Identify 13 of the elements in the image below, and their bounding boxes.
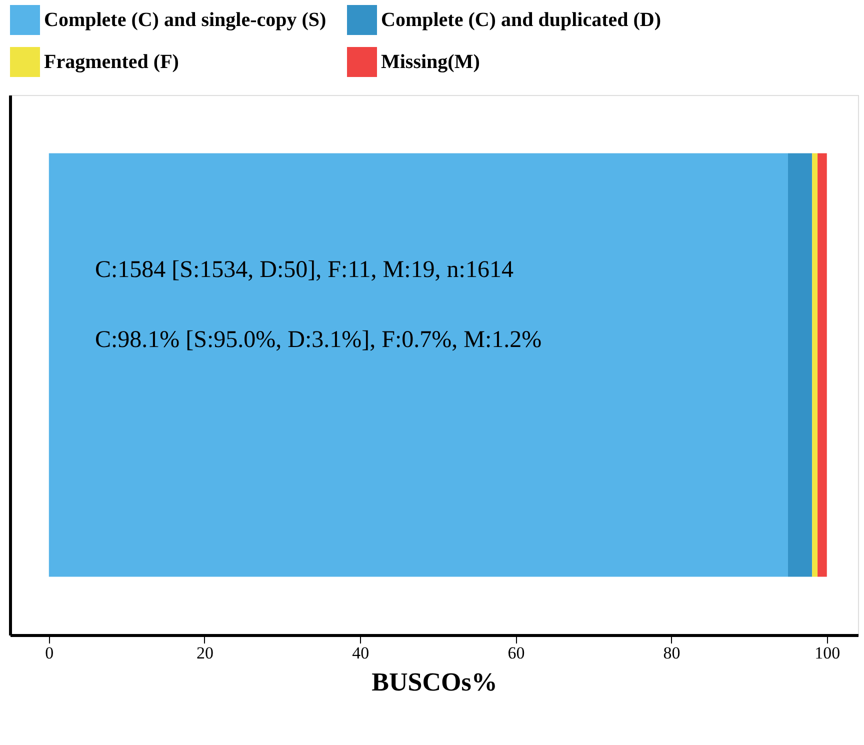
x-tick-label: 0 <box>45 644 54 662</box>
legend-label: Complete (C) and single-copy (S) <box>44 9 326 31</box>
x-tick-label: 60 <box>508 644 525 662</box>
x-tick-label: 100 <box>814 644 840 662</box>
x-tick-label: 20 <box>196 644 214 662</box>
annotation: C:98.1% [S:95.0%, D:3.1%], F:0.7%, M:1.2% <box>95 327 542 353</box>
legend-label: Complete (C) and duplicated (D) <box>381 9 661 31</box>
x-tick-label: 80 <box>663 644 680 662</box>
legend-label: Fragmented (F) <box>44 51 179 73</box>
x-axis-title: BUSCOs% <box>372 668 498 696</box>
legend-label: Missing(M) <box>381 51 480 73</box>
x-tick-label: 40 <box>352 644 370 662</box>
annotation: C:1584 [S:1534, D:50], F:11, M:19, n:1614 <box>95 257 514 283</box>
